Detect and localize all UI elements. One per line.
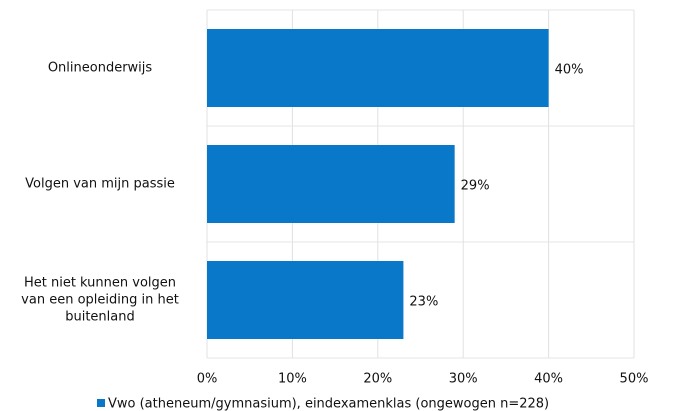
x-tick-label: 40% <box>534 372 563 387</box>
category-label: Onlineonderwijs <box>47 60 153 76</box>
bar <box>207 261 404 339</box>
x-tick-label: 0% <box>197 372 218 387</box>
category-label: Het niet kunnen volgen van een opleiding… <box>21 275 179 325</box>
x-tick-label: 30% <box>449 372 478 387</box>
bar <box>207 29 549 107</box>
value-label: 29% <box>461 179 490 194</box>
value-label: 40% <box>555 63 584 78</box>
bar <box>207 145 455 223</box>
x-tick-label: 50% <box>620 372 649 387</box>
x-tick-label: 20% <box>363 372 392 387</box>
value-label: 23% <box>409 295 438 310</box>
legend-label: Vwo (atheneum/gymnasium), eindexamenklas… <box>108 397 549 411</box>
x-tick-label: 10% <box>278 372 307 387</box>
legend-swatch <box>97 399 105 407</box>
category-label: Volgen van mijn passie <box>25 176 175 192</box>
